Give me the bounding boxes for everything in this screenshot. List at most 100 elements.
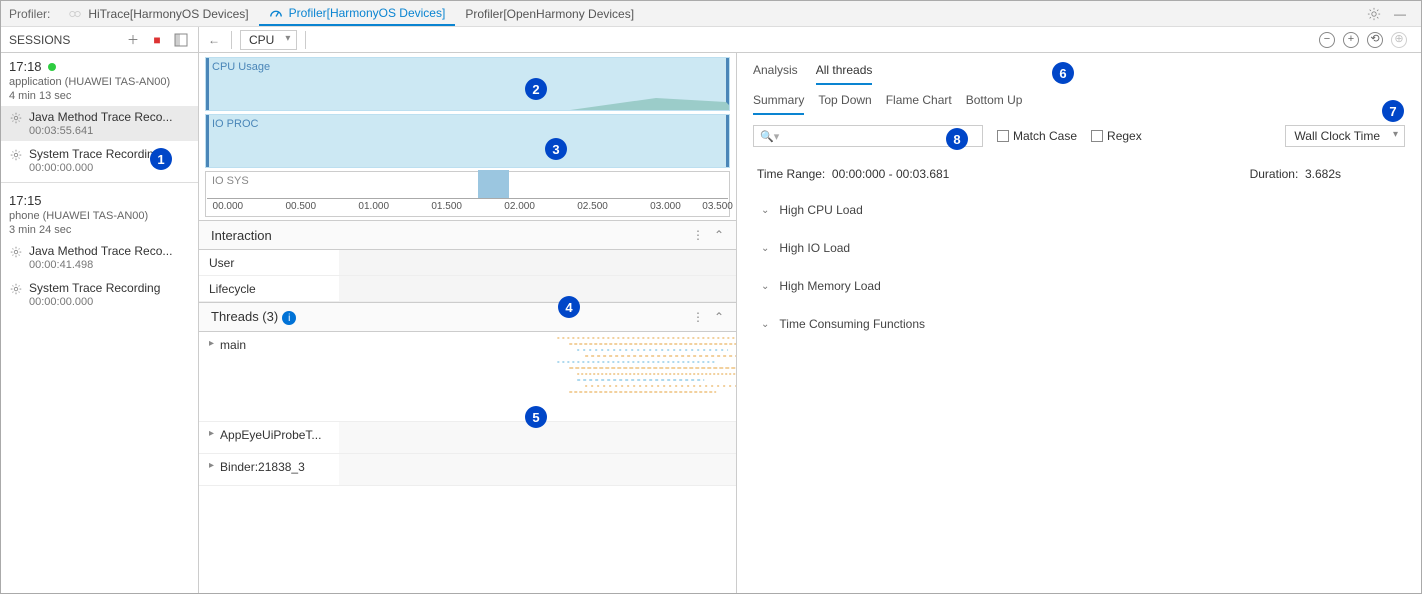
tab-all-threads[interactable]: All threads bbox=[816, 63, 873, 85]
recording-name: Java Method Trace Reco... bbox=[29, 244, 172, 258]
zoom-reset-icon[interactable]: ⟲ bbox=[1367, 32, 1383, 48]
callout-badge-5: 5 bbox=[525, 406, 547, 428]
zoom-fit-icon[interactable]: ⊕ bbox=[1391, 32, 1407, 48]
group-time-consuming[interactable]: ⌄Time Consuming Functions bbox=[737, 305, 1421, 343]
match-case-checkbox[interactable]: Match Case bbox=[997, 129, 1077, 143]
subtab-bottomup[interactable]: Bottom Up bbox=[966, 93, 1023, 115]
search-icon: 🔍▾ bbox=[760, 130, 779, 143]
threads-header[interactable]: Threads (3)i ⋮ ⌃ bbox=[199, 302, 736, 332]
recording-item[interactable]: System Trace Recording 00:00:00.000 bbox=[1, 277, 198, 312]
chart-label: IO PROC bbox=[212, 118, 258, 130]
recording-name: Java Method Trace Reco... bbox=[29, 110, 172, 124]
session-time: 17:15 bbox=[9, 193, 42, 208]
chart-label: IO SYS bbox=[212, 175, 249, 187]
chevron-down-icon: ⌄ bbox=[761, 205, 769, 216]
main-content: 17:18 application (HUAWEI TAS-AN00) 4 mi… bbox=[1, 53, 1421, 593]
sessions-toolbar: SESSIONS ＋ ■ ← CPU − + ⟲ ⊕ bbox=[1, 27, 1421, 53]
sessions-title: SESSIONS bbox=[9, 33, 124, 47]
tab-profiler-harmony[interactable]: Profiler[HarmonyOS Devices] bbox=[259, 2, 456, 26]
sessions-sidebar: 17:18 application (HUAWEI TAS-AN00) 4 mi… bbox=[1, 53, 199, 593]
gear-icon bbox=[9, 148, 23, 162]
analysis-panel: Analysis All threads Summary Top Down Fl… bbox=[737, 53, 1421, 593]
recording-item[interactable]: Java Method Trace Reco... 00:03:55.641 bbox=[1, 106, 198, 141]
info-icon[interactable]: i bbox=[282, 311, 296, 325]
metric-selector[interactable]: CPU bbox=[240, 30, 297, 50]
subtab-flamechart[interactable]: Flame Chart bbox=[886, 93, 952, 115]
section-title: Threads (3)i bbox=[211, 309, 692, 326]
tab-profiler-openharmony[interactable]: Profiler[OpenHarmony Devices] bbox=[455, 3, 644, 25]
zoom-out-icon[interactable]: − bbox=[1319, 32, 1335, 48]
active-dot-icon bbox=[48, 63, 56, 71]
profiler-label: Profiler: bbox=[9, 7, 50, 21]
callout-badge-8: 8 bbox=[946, 128, 968, 150]
interaction-header[interactable]: Interaction ⋮ ⌃ bbox=[199, 220, 736, 250]
add-session-icon[interactable]: ＋ bbox=[124, 31, 142, 49]
io-sys-chart[interactable]: IO SYS 00.000 00.500 01.000 01.500 02.00… bbox=[205, 171, 730, 217]
recording-time: 00:00:41.498 bbox=[29, 259, 172, 271]
group-high-memory[interactable]: ⌄High Memory Load bbox=[737, 267, 1421, 305]
expand-icon[interactable]: ▸ bbox=[209, 338, 214, 349]
gear-icon bbox=[9, 282, 23, 296]
subtab-topdown[interactable]: Top Down bbox=[818, 93, 871, 115]
chevron-down-icon: ⌄ bbox=[761, 281, 769, 292]
expand-icon[interactable]: ▸ bbox=[209, 428, 214, 439]
iosys-bar bbox=[478, 170, 509, 198]
more-icon[interactable]: ⋮ bbox=[692, 228, 704, 242]
session-duration: 3 min 24 sec bbox=[9, 224, 190, 236]
collapse-panel-icon[interactable] bbox=[172, 31, 190, 49]
recording-time: 00:00:00.000 bbox=[29, 296, 160, 308]
cpu-usage-chart[interactable]: CPU Usage bbox=[205, 57, 730, 111]
interaction-item[interactable]: User bbox=[209, 256, 234, 270]
time-range: Time Range: 00:00:000 - 00:03.681 bbox=[757, 167, 1250, 181]
gear-icon bbox=[9, 111, 23, 125]
io-proc-chart[interactable]: IO PROC bbox=[205, 114, 730, 168]
recording-name: System Trace Recording bbox=[29, 147, 160, 161]
callout-badge-6: 6 bbox=[1052, 62, 1074, 84]
minimize-icon[interactable]: — bbox=[1391, 5, 1409, 23]
recording-time: 00:00:00.000 bbox=[29, 162, 160, 174]
session-device: application (HUAWEI TAS-AN00) bbox=[9, 76, 190, 88]
tab-label: Profiler[OpenHarmony Devices] bbox=[465, 7, 634, 21]
recording-time: 00:03:55.641 bbox=[29, 125, 172, 137]
section-title: Interaction bbox=[211, 228, 692, 243]
more-icon[interactable]: ⋮ bbox=[692, 310, 704, 324]
recording-name: System Trace Recording bbox=[29, 281, 160, 295]
group-high-io[interactable]: ⌄High IO Load bbox=[737, 229, 1421, 267]
profiler-topbar: Profiler: HiTrace[HarmonyOS Devices] Pro… bbox=[1, 1, 1421, 27]
duration: Duration: 3.682s bbox=[1250, 167, 1341, 181]
record-icon[interactable]: ■ bbox=[148, 31, 166, 49]
callout-badge-3: 3 bbox=[545, 138, 567, 160]
timeline-panel: CPU Usage IO PROC IO SYS 00.000 00.500 0… bbox=[199, 53, 737, 593]
chevron-down-icon: ⌄ bbox=[761, 243, 769, 254]
session-time: 17:18 bbox=[9, 59, 42, 74]
tab-label: Profiler[HarmonyOS Devices] bbox=[289, 6, 446, 20]
tab-label: HiTrace[HarmonyOS Devices] bbox=[88, 7, 248, 21]
callout-badge-4: 4 bbox=[558, 296, 580, 318]
time-mode-selector[interactable]: Wall Clock Time bbox=[1285, 125, 1405, 147]
zoom-in-icon[interactable]: + bbox=[1343, 32, 1359, 48]
thread-name[interactable]: AppEyeUiProbeT... bbox=[220, 428, 321, 442]
session-device: phone (HUAWEI TAS-AN00) bbox=[9, 210, 190, 222]
collapse-icon[interactable]: ⌃ bbox=[714, 228, 724, 242]
recording-item[interactable]: Java Method Trace Reco... 00:00:41.498 bbox=[1, 240, 198, 275]
collapse-icon[interactable]: ⌃ bbox=[714, 310, 724, 324]
expand-icon[interactable]: ▸ bbox=[209, 460, 214, 471]
gear-icon[interactable] bbox=[1365, 5, 1383, 23]
chevron-down-icon: ⌄ bbox=[761, 319, 769, 330]
session-item[interactable]: 17:15 phone (HUAWEI TAS-AN00) 3 min 24 s… bbox=[1, 187, 198, 238]
callout-badge-2: 2 bbox=[525, 78, 547, 100]
back-icon[interactable]: ← bbox=[205, 31, 223, 49]
tab-hitrace[interactable]: HiTrace[HarmonyOS Devices] bbox=[58, 3, 258, 25]
thread-name[interactable]: main bbox=[220, 338, 246, 352]
profiler-icon bbox=[269, 6, 283, 20]
interaction-item[interactable]: Lifecycle bbox=[209, 282, 256, 296]
tab-analysis[interactable]: Analysis bbox=[753, 63, 798, 85]
regex-checkbox[interactable]: Regex bbox=[1091, 129, 1142, 143]
subtab-summary[interactable]: Summary bbox=[753, 93, 804, 115]
session-item[interactable]: 17:18 application (HUAWEI TAS-AN00) 4 mi… bbox=[1, 53, 198, 104]
time-axis: 00.000 00.500 01.000 01.500 02.000 02.50… bbox=[207, 198, 728, 216]
callout-badge-1: 1 bbox=[150, 148, 172, 170]
thread-name[interactable]: Binder:21838_3 bbox=[220, 460, 305, 474]
gear-icon bbox=[9, 245, 23, 259]
group-high-cpu[interactable]: ⌄High CPU Load bbox=[737, 191, 1421, 229]
